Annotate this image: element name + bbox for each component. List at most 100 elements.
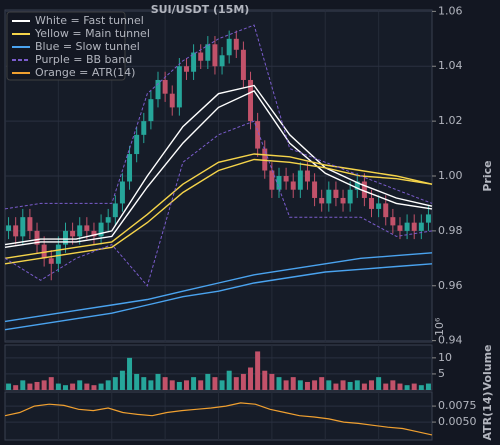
volume-bar [361,383,367,390]
volume-bar [283,380,289,390]
volume-bar [112,377,118,390]
candle-body [418,222,424,231]
legend-label: Orange = ATR(14) [35,66,135,79]
volume-bar [226,370,232,390]
volume-bar [48,377,54,390]
y-tick-label: 1.02 [438,114,463,127]
candle-body [347,189,353,204]
candle-body [105,217,111,223]
legend-box [6,11,126,81]
candle-body [333,189,339,198]
candle-body [6,225,12,231]
volume-bar [240,373,246,390]
y-tick-label: 0.0050 [438,415,477,428]
candle-body [112,203,118,218]
volume-bar [354,380,360,390]
volume-bar [347,381,353,390]
volume-bar [105,380,111,390]
candle-body [233,38,239,50]
volume-bar [55,383,61,390]
candle-body [98,222,104,237]
candle-body [361,181,367,198]
candle-body [41,244,47,259]
candle-body [369,197,374,209]
volume-bar [141,377,147,390]
volume-bar [148,380,154,390]
volume-bar [27,383,33,390]
volume-bar [312,380,318,390]
volume-bar [248,367,254,390]
volume-bar [183,380,189,390]
legend-label: White = Fast tunnel [35,14,144,27]
volume-bar [127,357,133,390]
y-tick-label: 10 [438,351,452,364]
candle-body [55,244,61,264]
y-tick-label: 1.04 [438,59,463,72]
atr-line [4,402,433,436]
volume-bar [84,383,90,390]
tunnel-line [4,90,433,248]
chart-title: SUI/USDT (15M) [151,3,250,16]
candle-body [155,79,161,100]
candle-body [84,225,90,231]
candle-body [354,181,360,190]
tunnel-line [4,263,433,331]
candle-body [283,176,289,182]
volume-bar [233,377,239,390]
y-axis-label: ATR(14) [481,392,494,441]
volume-bar [404,385,410,390]
volume-bar [155,373,161,390]
volume-bar [41,380,47,390]
volume-bar [276,377,282,390]
volume-bar [63,385,68,390]
candle-body [269,170,275,190]
volume-bar [383,383,389,390]
volume-bar [333,383,339,390]
legend-label: Yellow = Main tunnel [34,27,150,40]
tunnel-line [4,252,433,323]
candle-body [219,55,225,67]
volume-bar [162,377,168,390]
candle-body [127,154,133,182]
y-axis-label: Volume [481,345,494,391]
volume-bar [34,381,40,390]
candle-body [255,121,261,149]
candle-body [176,66,182,108]
candle-body [141,121,147,135]
volume-bar [212,377,218,390]
volume-bar [91,385,97,390]
candle-body [191,52,197,72]
volume-bar [198,380,204,390]
volume-bar [297,380,303,390]
volume-bar [326,380,332,390]
y-tick-label: 1.06 [438,4,463,17]
volume-bar [376,377,382,390]
candle-body [304,170,310,182]
offset-label: 10⁶ [433,317,446,336]
candle-body [411,222,417,231]
tunnel-line [4,153,433,259]
candle-body [297,170,303,190]
candle-body [134,134,140,155]
volume-bar [134,373,140,390]
volume-bar [191,377,197,390]
y-tick-label: 1.00 [438,169,463,182]
candle-body [376,203,382,209]
volume-bar [205,373,211,390]
candle-body [169,93,175,108]
volume-bar [13,385,19,390]
y-tick-label: 0.94 [438,334,463,347]
legend-label: Blue = Slow tunnel [35,40,140,53]
candle-body [397,225,403,231]
candle-body [183,66,189,72]
legend-label: Purple = BB band [35,53,132,66]
candle-body [240,49,246,80]
y-tick-label: 5 [438,367,445,380]
candle-body [77,225,83,237]
candle-body [27,217,33,231]
candle-body [20,217,26,237]
candle-body [13,225,19,237]
